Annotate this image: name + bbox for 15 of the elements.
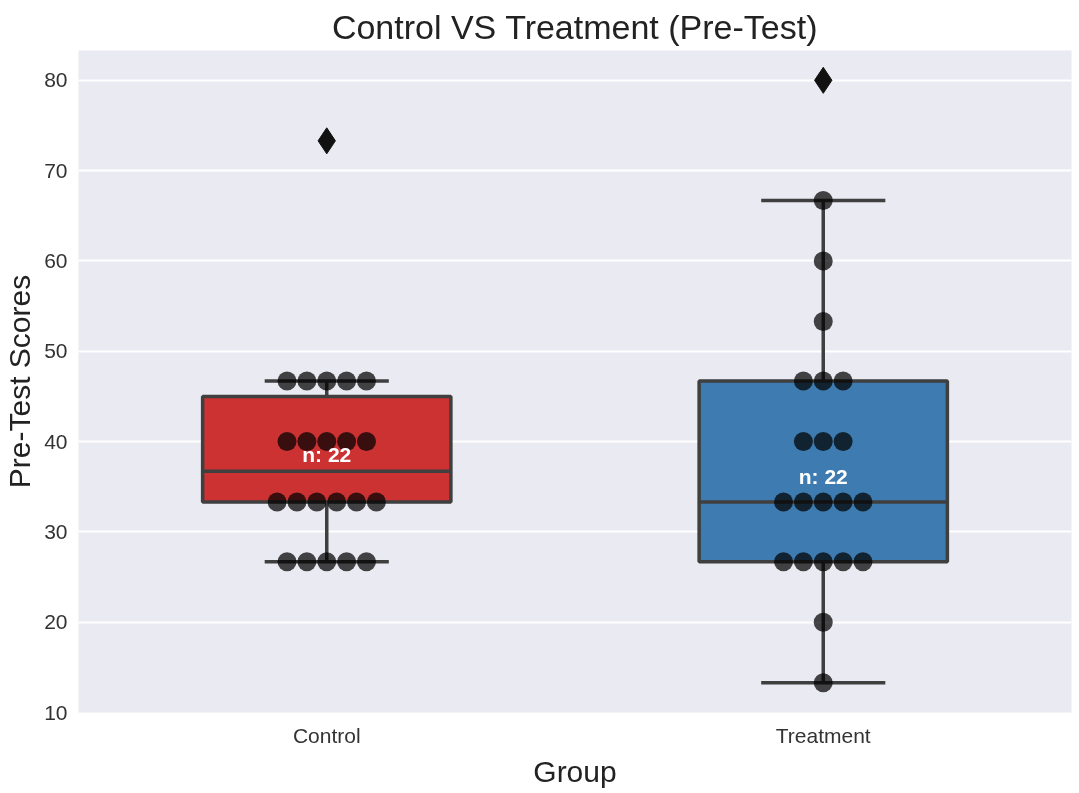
annotation: n: 22 bbox=[302, 443, 352, 467]
chart-title: Control VS Treatment (Pre-Test) bbox=[331, 7, 818, 46]
y-tick-label: 10 bbox=[44, 700, 68, 724]
y-tick-label: 70 bbox=[44, 158, 68, 182]
x-tick-label: Control bbox=[292, 723, 361, 747]
x-axis-title: Group bbox=[533, 754, 617, 788]
y-axis-title: Pre-Test Scores bbox=[3, 274, 37, 489]
y-tick-label: 60 bbox=[44, 248, 68, 272]
annotation: n: 22 bbox=[798, 465, 848, 489]
y-tick-label: 80 bbox=[44, 68, 68, 92]
y-tick-label: 50 bbox=[44, 339, 68, 363]
y-tick-label: 30 bbox=[44, 519, 68, 543]
y-tick-label: 40 bbox=[44, 429, 68, 453]
y-tick-label: 20 bbox=[44, 610, 68, 634]
x-tick-label: Treatment bbox=[775, 723, 871, 747]
